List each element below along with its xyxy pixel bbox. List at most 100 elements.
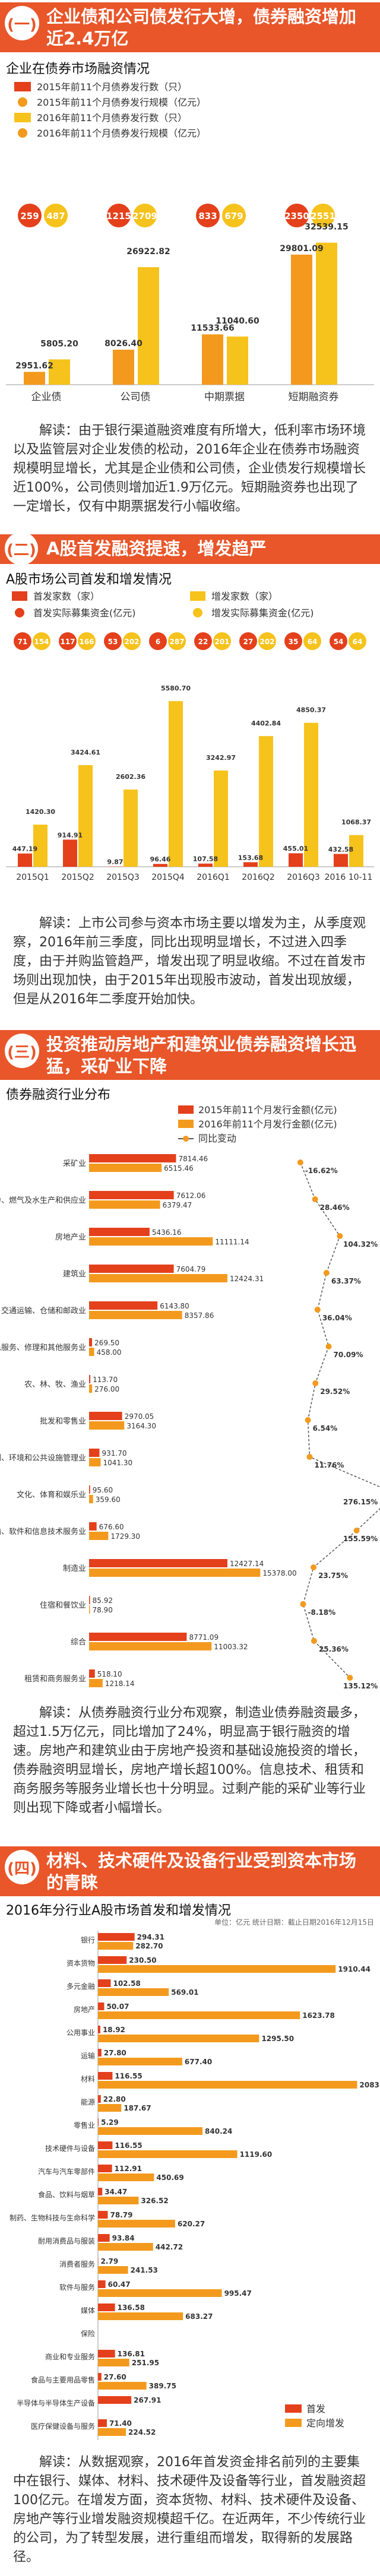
bar-2016 [89,1569,261,1577]
bar-2016 [89,1495,93,1503]
additional-count-label: 202 [259,638,274,646]
bar-additional [98,2312,183,2320]
yoy-change-label: 29.52% [320,1387,350,1396]
value-label-2016: 276.00 [94,1385,119,1393]
value-label-2016: 359.60 [96,1495,121,1504]
category-label: 能源 [81,2098,95,2106]
legend-label: 2015年前11个月债券发行数（只） [37,81,187,93]
value-label-2015: 85.92 [93,1596,113,1605]
category-label: 公用事业 [66,2029,95,2037]
bar-2015 [89,1669,95,1678]
value-label-2016: 458.00 [97,1348,122,1357]
additional-count-circle [123,632,141,650]
section2-banner: (二) A股首发融资提速，增发趋严 [0,532,380,565]
value-label-ipo: 116.55 [115,2072,142,2080]
ipo-count-label: 27 [243,638,254,646]
bar-ipo [98,1956,127,1964]
bar-additional [259,736,273,867]
section2-number: (二) [5,532,38,565]
bar-ipo [98,2280,106,2288]
additional-count-label: 166 [79,638,94,646]
value-label-2016: 1729.30 [110,1532,140,1541]
bar-2016 [89,1642,212,1650]
value-label-2015: 2951.62 [15,361,53,370]
bar-ipo [98,1933,135,1941]
value-label-ipo: 455.01 [283,845,308,853]
value-label-2015: 8026.40 [104,339,142,348]
legend-label: 定向增发 [306,2417,344,2429]
bar-ipo [334,854,348,867]
section3-number: (三) [5,1034,39,1068]
category-label: 文化、体育和娱乐业 [17,1490,86,1500]
value-label-additional: 2602.36 [116,773,145,781]
bar-2016 [89,1679,103,1687]
additional-count-label: 154 [34,638,49,646]
ipo-count-circle [194,632,212,650]
legend-label: 同比变动 [198,1133,236,1144]
legend-label: 2015年前11个月发行金额(亿元) [198,1104,337,1116]
ipo-count-circle [149,632,167,650]
category-label: 媒体 [81,2306,95,2315]
value-label-ipo: 71.40 [109,2419,132,2428]
count-2016-label: 2551 [311,211,335,221]
yoy-change-point [337,1233,343,1239]
bar-additional [98,2359,129,2366]
section4-banner: (四) 材料、技术硬件及设备行业受到资本市场的青睐 [0,1846,380,1896]
legend-label: 2016年前11个月债券发行数（只） [37,112,187,123]
yoy-change-label: 104.32% [343,1240,378,1249]
legend-label: 首发实际募集资金(亿元) [33,607,136,619]
value-label-2015: 6143.80 [160,1302,189,1310]
category-label: 医疗保健设备与服务 [31,2422,95,2431]
bar-2015 [89,1485,90,1494]
value-label-additional: 569.01 [171,1988,198,1997]
yoy-change-label: 25.36% [319,1645,349,1653]
value-label-additional: 450.69 [156,2173,183,2182]
bar-2016 [89,1348,94,1356]
bar-2015 [89,1301,158,1310]
bar-2016 [49,359,70,385]
value-label-additional: 251.95 [132,2359,159,2367]
category-label: 2016Q3 [287,873,320,882]
yoy-change-label: 63.37% [331,1277,361,1285]
bar-2016 [89,1384,93,1393]
category-label: 多元金融 [66,1982,95,1991]
value-label-2016: 8357.86 [185,1311,214,1320]
value-label-ipo: 22.80 [103,2095,126,2103]
value-label-2016: 1218.14 [105,1680,135,1688]
bar-2015 [291,254,312,385]
bar-2016 [89,1458,101,1466]
bar-2016 [89,1421,125,1430]
bar-additional [98,2173,154,2181]
additional-count-label: 202 [124,638,139,646]
legend-label: 2016年前11个月发行金额(亿元) [198,1119,337,1130]
value-label-additional: 3242.97 [206,754,236,762]
bar-2016 [89,1605,90,1614]
category-label: 企业债 [31,391,62,403]
yoy-change-label: 155.59% [343,1535,378,1543]
value-label-2016: 1041.30 [103,1459,133,1467]
value-label-additional: 840.24 [205,2127,232,2135]
bar-additional [98,2243,153,2251]
count-2015-circle [18,204,42,227]
ipo-count-circle [14,632,31,650]
bar-ipo [98,2003,104,2010]
category-label: 半导体与半导体生产设备 [17,2399,95,2407]
legend-swatch [15,608,24,617]
bar-2015 [89,1449,100,1457]
bar-ipo [243,862,258,867]
category-label: 零售业 [74,2121,95,2130]
category-label: 2016Q2 [242,873,275,882]
legend-swatch [178,1105,194,1114]
ipo-count-circle [284,632,302,650]
count-2015-circle [196,204,220,227]
additional-count-circle [349,632,366,650]
value-label-additional: 442.72 [156,2243,183,2251]
category-label: 技术硬件与设备 [45,2144,95,2153]
section1-number: (一) [5,6,39,40]
additional-count-label: 201 [214,638,229,646]
count-2015-label: 833 [198,211,217,221]
value-label-ipo: 447.19 [12,845,37,853]
value-label-additional: 683.27 [185,2312,213,2321]
value-label-2016: 6379.47 [163,1201,192,1209]
